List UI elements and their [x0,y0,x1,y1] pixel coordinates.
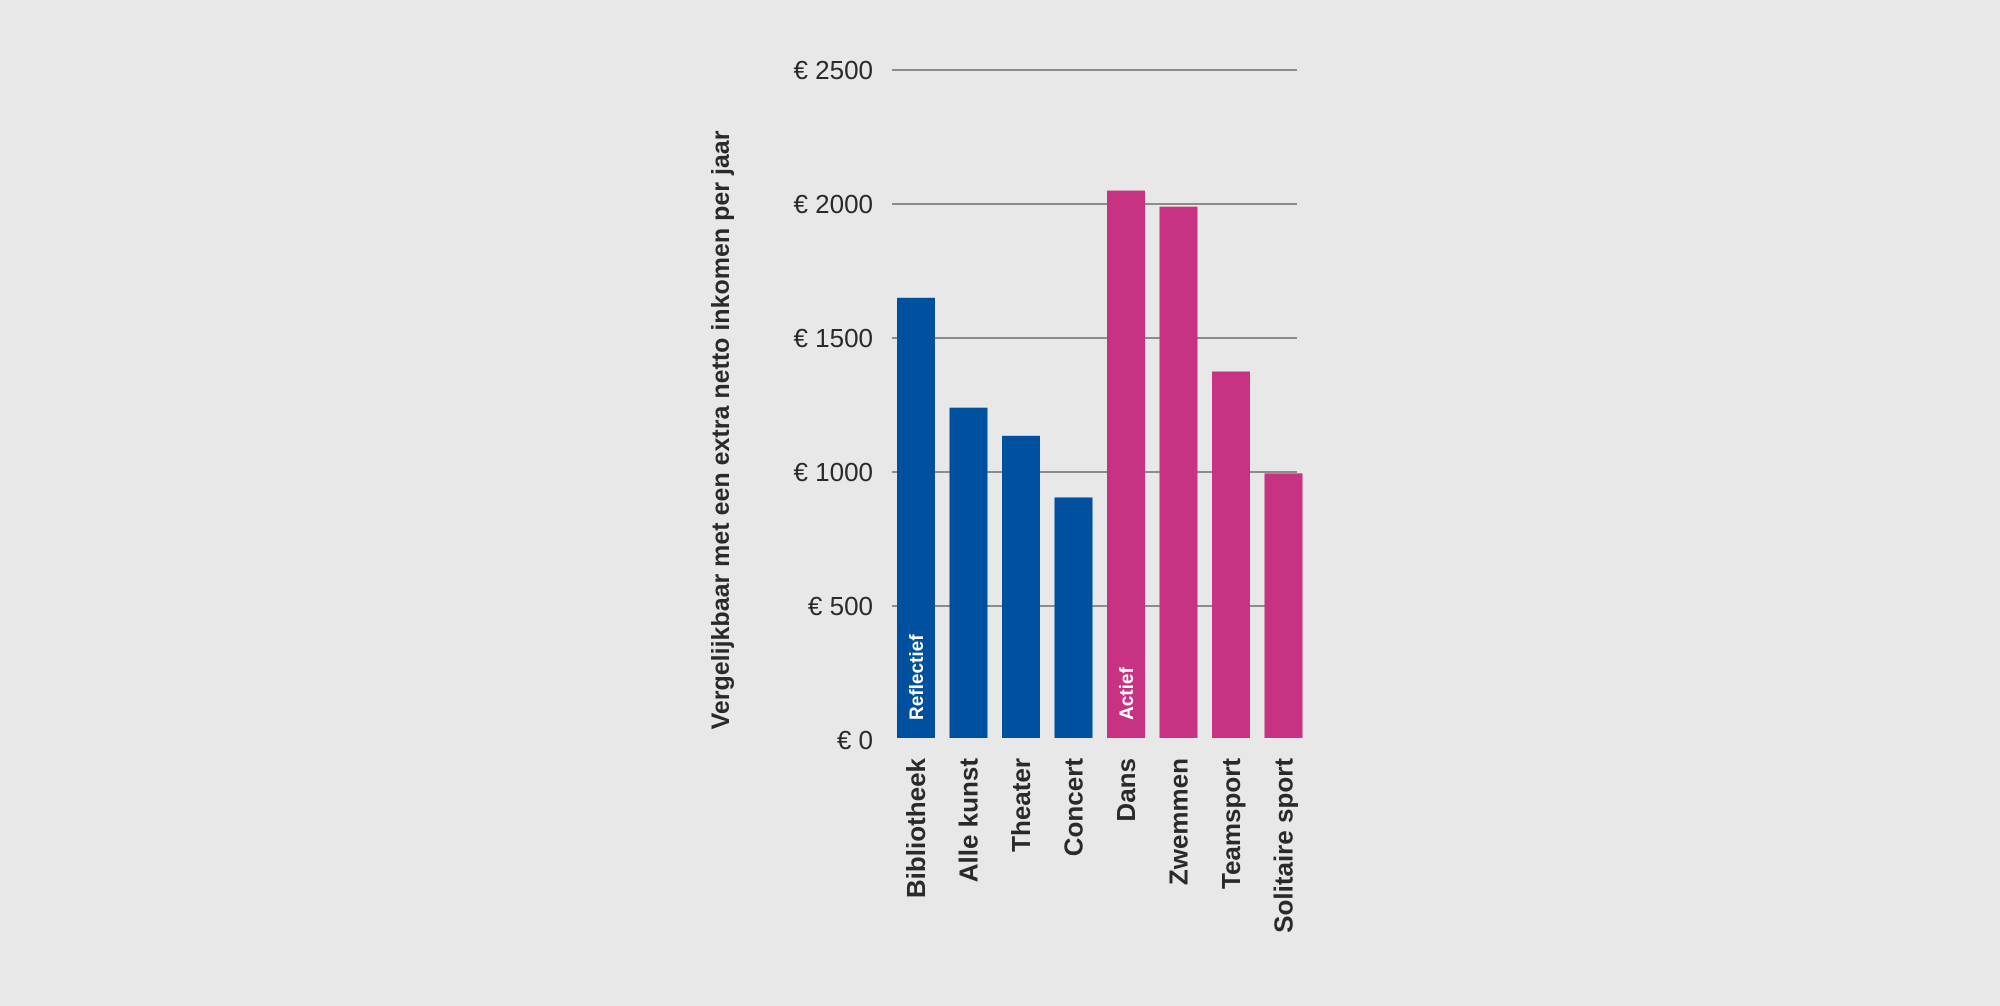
group-label: Reflectief [907,634,928,720]
bar-solitaire-sport [1264,473,1303,738]
y-tick-label: € 2500 [793,55,873,85]
category-label: Concert [1059,758,1089,857]
category-label: Bibliotheek [901,757,931,898]
bar-alle-kunst [949,407,988,738]
bar-bibliotheek [897,297,935,738]
category-label: Dans [1111,758,1141,822]
bar-theater [1002,435,1040,738]
y-tick-label: € 1000 [793,457,873,487]
category-label: Zwemmen [1164,758,1194,885]
bar-concert [1054,497,1093,738]
bars [897,190,1303,739]
group-labels: Reflectief Actief [907,634,1138,720]
y-tick-label: € 1500 [793,323,873,353]
category-label: Alle kunst [954,758,984,883]
category-label: Solitaire sport [1269,758,1299,933]
group-label: Actief [1117,667,1138,720]
y-tick-label: € 0 [837,725,873,755]
category-label: Theater [1006,758,1036,852]
bar-zwemmen [1159,206,1198,738]
bar-teamsport [1212,371,1250,738]
y-tick-label: € 500 [808,591,873,621]
bar-dans [1107,190,1145,739]
category-label: Teamsport [1216,758,1246,889]
y-tick-label: € 2000 [793,189,873,219]
y-axis-label: Vergelijkbaar met een extra netto inkome… [707,130,735,729]
y-tick-labels: € 0 € 500 € 1000 € 1500 € 2000 € 2500 [793,55,873,755]
category-labels: Bibliotheek Alle kunst Theater Concert Dans Z… [901,757,1299,932]
